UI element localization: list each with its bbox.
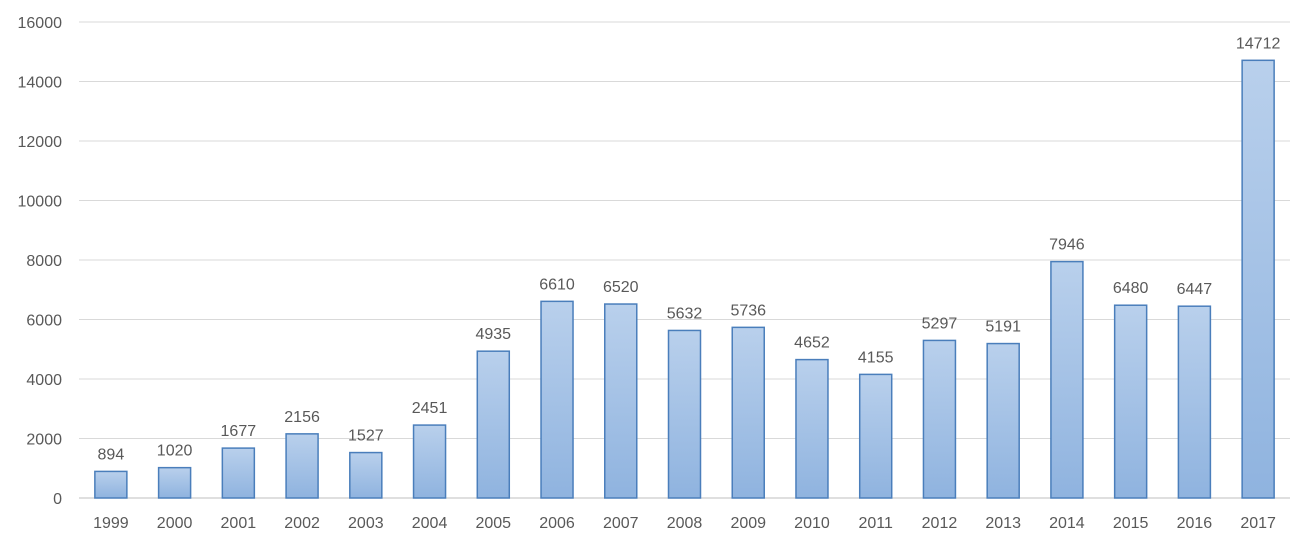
bar (667, 329, 702, 499)
bar (94, 470, 128, 499)
x-tick-label: 2001 (221, 515, 257, 532)
x-tick-label: 2017 (1240, 515, 1276, 532)
bar (604, 303, 638, 499)
x-axis-ticks: 1999 2000 2001 2002 2003 2004 2005 2006 2007 2008… (93, 515, 1276, 532)
y-tick-label: 8000 (26, 253, 62, 270)
data-label: 6610 (539, 276, 575, 293)
x-tick-label: 2006 (539, 515, 575, 532)
bar (476, 350, 511, 499)
x-tick-label: 2000 (157, 515, 193, 532)
x-tick-label: 2016 (1177, 515, 1213, 532)
data-label: 4935 (475, 326, 511, 343)
x-tick-label: 2004 (412, 515, 448, 532)
y-tick-label: 2000 (26, 432, 62, 449)
y-tick-label: 14000 (18, 75, 63, 92)
bar (540, 300, 574, 499)
x-tick-label: 2005 (475, 515, 511, 532)
data-label: 4652 (794, 335, 830, 352)
x-tick-label: 2013 (985, 515, 1021, 532)
data-label: 894 (98, 446, 125, 463)
bar (986, 342, 1020, 499)
x-tick-label: 2011 (859, 515, 894, 532)
bar (922, 339, 957, 499)
y-tick-label: 10000 (18, 194, 63, 211)
data-label: 6520 (603, 279, 639, 296)
bar (412, 424, 447, 499)
x-tick-label: 2010 (794, 515, 830, 532)
data-label: 2451 (412, 400, 448, 417)
bar (221, 447, 256, 499)
bar (1050, 260, 1084, 499)
bar (157, 466, 192, 499)
data-label: 1020 (157, 443, 193, 460)
y-tick-label: 4000 (26, 372, 62, 389)
bar (1241, 59, 1275, 499)
y-tick-label: 6000 (26, 313, 62, 330)
data-label: 1527 (348, 428, 384, 445)
y-axis-ticks: 0 2000 4000 6000 8000 10000 12000 14000 16000 (18, 15, 63, 508)
gridlines (79, 21, 1290, 499)
x-tick-label: 2015 (1113, 515, 1149, 532)
bar (1113, 304, 1148, 499)
data-label: 2156 (284, 409, 320, 426)
x-tick-label: 2002 (284, 515, 320, 532)
data-label: 6447 (1177, 281, 1213, 298)
bar (349, 451, 383, 499)
data-label: 6480 (1113, 280, 1149, 297)
x-tick-label: 1999 (93, 515, 129, 532)
y-tick-label: 12000 (18, 134, 63, 151)
bar (1177, 305, 1212, 499)
x-tick-label: 2009 (730, 515, 766, 532)
y-tick-label: 0 (53, 491, 62, 508)
data-label: 5297 (922, 315, 958, 332)
x-tick-label: 2012 (922, 515, 958, 532)
bar (731, 326, 765, 499)
bars (94, 59, 1275, 499)
data-label: 1677 (221, 423, 257, 440)
x-tick-label: 2008 (667, 515, 703, 532)
data-label: 14712 (1236, 35, 1281, 52)
bar (858, 373, 893, 499)
data-label: 5632 (667, 305, 703, 322)
x-tick-label: 2014 (1049, 515, 1085, 532)
data-labels: 894 1020 1677 2156 1527 2451 4935 6610 6520 5632 5… (98, 35, 1281, 463)
x-tick-label: 2007 (603, 515, 639, 532)
y-tick-label: 16000 (18, 15, 63, 32)
bar (285, 433, 319, 499)
x-tick-label: 2003 (348, 515, 384, 532)
bar (795, 358, 829, 499)
data-label: 5736 (730, 302, 766, 319)
data-label: 7946 (1049, 237, 1085, 254)
data-label: 5191 (985, 319, 1021, 336)
data-label: 4155 (858, 349, 894, 366)
